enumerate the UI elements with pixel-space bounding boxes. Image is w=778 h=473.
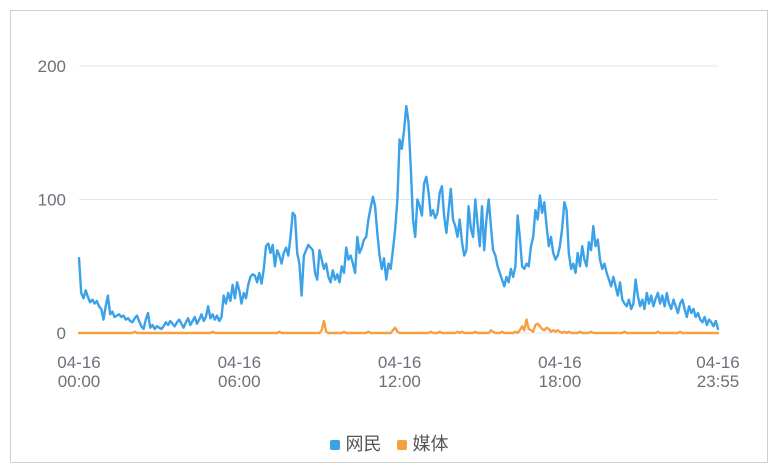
chart-frame bbox=[10, 10, 768, 463]
legend-swatch-netizens bbox=[329, 440, 340, 450]
legend-item-netizens[interactable]: 网民 bbox=[329, 434, 382, 456]
x-tick-label-5: 04-16 23:55 bbox=[696, 353, 739, 391]
series-line-netizens bbox=[77, 104, 720, 331]
series-lines bbox=[77, 104, 720, 335]
x-tick-label-3: 04-16 12:00 bbox=[378, 353, 421, 391]
legend-label-media: 媒体 bbox=[412, 434, 449, 455]
series-line-media bbox=[77, 318, 720, 335]
x-tick-label-1: 04-16 00:00 bbox=[57, 353, 100, 391]
axis-labels: 0 100 200 04-16 00:00 04-16 06:00 04-16 12:00 04-… bbox=[38, 57, 740, 391]
y-tick-label-100: 100 bbox=[38, 191, 66, 210]
legend: 网民 媒体 bbox=[10, 434, 768, 456]
y-tick-label-0: 0 bbox=[57, 324, 66, 343]
legend-label-netizens: 网民 bbox=[345, 434, 382, 455]
x-tick-label-2: 04-16 06:00 bbox=[218, 353, 261, 391]
legend-swatch-media bbox=[396, 440, 407, 450]
legend-item-media[interactable]: 媒体 bbox=[396, 434, 449, 456]
y-tick-label-200: 200 bbox=[38, 57, 66, 76]
x-tick-label-4: 04-16 18:00 bbox=[538, 353, 581, 391]
